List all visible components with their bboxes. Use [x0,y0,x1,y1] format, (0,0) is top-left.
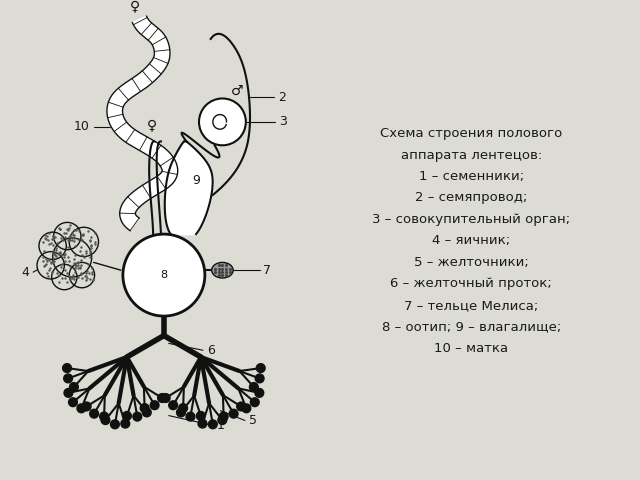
Text: ♀: ♀ [129,0,140,13]
Circle shape [179,404,188,412]
Circle shape [220,412,228,421]
Circle shape [52,238,92,277]
Circle shape [257,364,265,372]
Text: 10 – матка: 10 – матка [434,342,508,355]
Text: 8 – оотип; 9 – влагалище;: 8 – оотип; 9 – влагалище; [381,320,561,333]
Text: 3 – совокупительный орган;: 3 – совокупительный орган; [372,213,570,226]
Circle shape [209,420,217,429]
Circle shape [122,411,131,420]
Circle shape [142,408,151,417]
Text: 8: 8 [160,270,168,280]
Text: 10: 10 [74,120,90,133]
Circle shape [123,234,205,316]
Text: 1: 1 [216,419,225,432]
Circle shape [186,412,195,421]
Circle shape [63,364,72,372]
Text: 4 – яичник;: 4 – яичник; [432,234,510,247]
Ellipse shape [212,263,233,278]
Circle shape [161,394,170,402]
Circle shape [121,419,130,428]
Circle shape [255,388,264,397]
Circle shape [68,398,77,407]
Text: 4: 4 [21,265,29,279]
Circle shape [169,401,177,409]
Circle shape [39,232,67,260]
Circle shape [255,374,264,383]
Text: 6: 6 [207,344,214,357]
Text: 5: 5 [249,414,257,427]
Text: 7 – тельце Мелиса;: 7 – тельце Мелиса; [404,299,538,312]
Circle shape [77,404,86,413]
Circle shape [64,388,73,397]
Circle shape [69,227,99,256]
Text: 3: 3 [279,115,287,128]
Circle shape [198,419,207,428]
Circle shape [52,264,77,290]
Text: ♂: ♂ [231,84,243,97]
Circle shape [133,412,141,421]
Circle shape [218,416,227,424]
Circle shape [150,401,159,409]
Circle shape [229,409,238,418]
Circle shape [37,252,65,279]
Circle shape [237,402,246,411]
Circle shape [69,263,95,288]
Circle shape [101,416,110,424]
Circle shape [250,383,258,391]
Circle shape [157,394,166,402]
Circle shape [54,222,81,250]
Circle shape [199,98,246,145]
Circle shape [64,374,72,383]
Circle shape [70,383,78,391]
Circle shape [90,409,99,418]
Circle shape [100,412,108,421]
Text: 9: 9 [192,174,200,187]
Circle shape [111,420,119,429]
Text: 1 – семенники;: 1 – семенники; [419,170,524,183]
Circle shape [250,398,259,407]
Circle shape [242,404,251,413]
Text: аппарата лентецов:: аппарата лентецов: [401,149,542,162]
Text: 7: 7 [264,264,271,276]
Circle shape [140,404,149,412]
Circle shape [83,402,91,411]
Text: 6 – желточный проток;: 6 – желточный проток; [390,277,552,290]
Text: ♀: ♀ [147,118,157,132]
Polygon shape [107,16,178,231]
Text: 5 – желточники;: 5 – желточники; [414,256,529,269]
Text: 2: 2 [278,91,286,104]
Text: 2 – семяпровод;: 2 – семяпровод; [415,192,527,204]
Circle shape [196,411,205,420]
Circle shape [177,408,186,417]
Text: Схема строения полового: Схема строения полового [380,127,563,140]
